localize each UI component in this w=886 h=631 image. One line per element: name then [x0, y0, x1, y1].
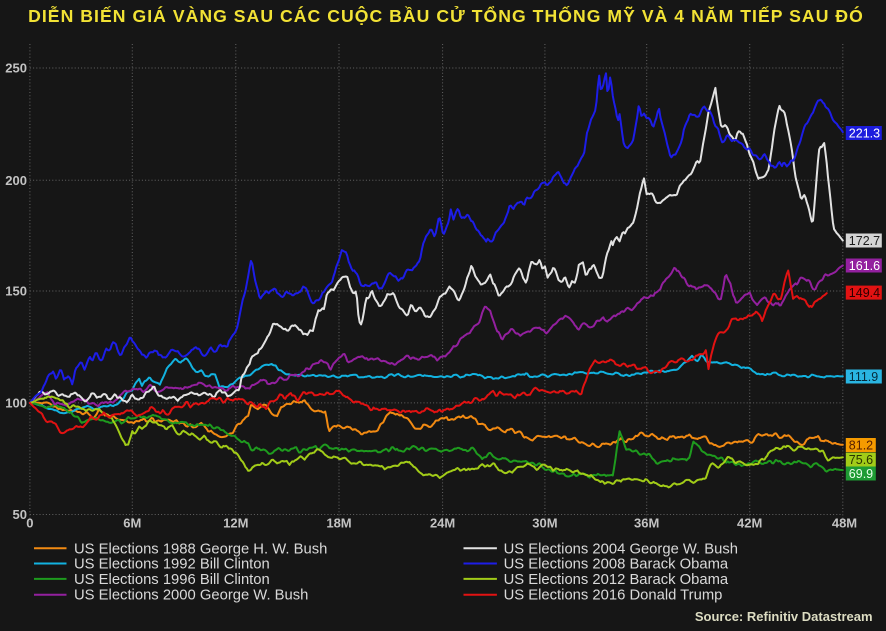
svg-text:172.7: 172.7 — [849, 234, 880, 248]
svg-text:DIỄN BIẾN GIÁ VÀNG SAU CÁC CUỘ: DIỄN BIẾN GIÁ VÀNG SAU CÁC CUỘC BẦU CỬ T… — [28, 5, 864, 26]
svg-text:US Elections 1988 George H. W.: US Elections 1988 George H. W. Bush — [74, 541, 327, 557]
svg-text:81.2: 81.2 — [849, 439, 873, 453]
svg-text:149.4: 149.4 — [849, 286, 880, 300]
svg-text:Source: Refinitiv Datastream: Source: Refinitiv Datastream — [695, 609, 873, 624]
svg-text:US Elections 1992 Bill Clinton: US Elections 1992 Bill Clinton — [74, 557, 270, 573]
svg-text:111.9: 111.9 — [849, 370, 878, 384]
svg-text:US Elections 1996 Bill Clinton: US Elections 1996 Bill Clinton — [74, 572, 270, 588]
svg-text:221.3: 221.3 — [849, 127, 880, 141]
svg-text:US Elections 2004 George W. Bu: US Elections 2004 George W. Bush — [504, 541, 738, 557]
svg-text:161.6: 161.6 — [849, 259, 880, 273]
svg-text:0: 0 — [26, 516, 33, 531]
svg-text:75.6: 75.6 — [849, 453, 873, 467]
svg-text:24M: 24M — [430, 516, 455, 531]
svg-text:100: 100 — [5, 396, 27, 411]
svg-text:42M: 42M — [737, 516, 762, 531]
svg-text:69.9: 69.9 — [849, 467, 873, 481]
svg-text:48M: 48M — [832, 516, 857, 531]
svg-text:12M: 12M — [223, 516, 248, 531]
svg-text:US Elections 2016 Donald Trump: US Elections 2016 Donald Trump — [504, 588, 723, 604]
svg-text:200: 200 — [5, 173, 27, 188]
svg-text:18M: 18M — [326, 516, 351, 531]
svg-text:150: 150 — [5, 284, 27, 299]
svg-text:36M: 36M — [634, 516, 659, 531]
svg-text:50: 50 — [13, 507, 27, 522]
svg-text:US Elections 2008 Barack Obama: US Elections 2008 Barack Obama — [504, 557, 729, 573]
svg-text:US Elections 2012 Barack Obama: US Elections 2012 Barack Obama — [504, 572, 729, 588]
svg-text:6M: 6M — [123, 516, 141, 531]
svg-text:250: 250 — [5, 61, 27, 76]
svg-text:US Elections 2000 George W. Bu: US Elections 2000 George W. Bush — [74, 588, 308, 604]
svg-text:30M: 30M — [532, 516, 557, 531]
